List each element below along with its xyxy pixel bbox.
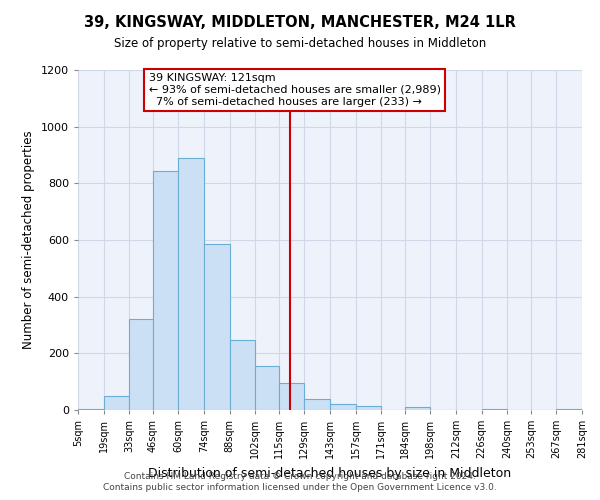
Bar <box>204 244 230 410</box>
Bar <box>482 408 507 410</box>
Bar <box>556 408 582 410</box>
Text: Contains public sector information licensed under the Open Government Licence v3: Contains public sector information licen… <box>103 484 497 492</box>
Bar <box>230 340 255 410</box>
Text: 39 KINGSWAY: 121sqm
← 93% of semi-detached houses are smaller (2,989)
  7% of se: 39 KINGSWAY: 121sqm ← 93% of semi-detach… <box>149 74 441 106</box>
Text: Contains HM Land Registry data © Crown copyright and database right 2024.: Contains HM Land Registry data © Crown c… <box>124 472 476 481</box>
Bar <box>104 396 129 410</box>
Bar <box>153 170 178 410</box>
Text: Size of property relative to semi-detached houses in Middleton: Size of property relative to semi-detach… <box>114 38 486 51</box>
Bar <box>304 398 330 410</box>
Bar <box>78 408 104 410</box>
Bar <box>255 366 279 410</box>
Bar <box>330 404 356 410</box>
Bar <box>129 320 153 410</box>
Text: 39, KINGSWAY, MIDDLETON, MANCHESTER, M24 1LR: 39, KINGSWAY, MIDDLETON, MANCHESTER, M24… <box>84 15 516 30</box>
Y-axis label: Number of semi-detached properties: Number of semi-detached properties <box>22 130 35 350</box>
Bar <box>178 158 204 410</box>
Bar <box>405 406 430 410</box>
Bar <box>356 406 381 410</box>
X-axis label: Distribution of semi-detached houses by size in Middleton: Distribution of semi-detached houses by … <box>148 466 512 479</box>
Bar <box>279 382 304 410</box>
